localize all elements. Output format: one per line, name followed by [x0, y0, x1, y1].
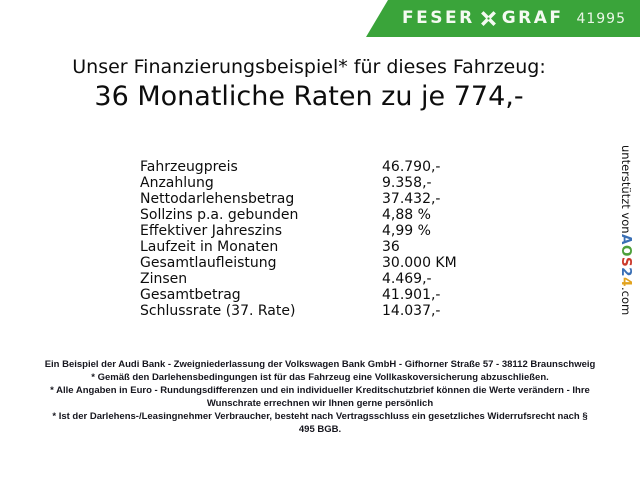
- row-value: 9.358,-: [382, 175, 432, 191]
- aos24-letter: S: [618, 256, 634, 267]
- row-label: Fahrzeugpreis: [140, 159, 238, 175]
- aos24-logo: AOS24: [618, 234, 634, 287]
- row-value: 14.037,-: [382, 303, 441, 319]
- aos24-letter: O: [618, 244, 634, 257]
- footer-line-insurance: * Gemäß den Darlehensbedingungen ist für…: [91, 372, 549, 383]
- aos24-letter: 4: [618, 276, 634, 287]
- table-row: Laufzeit in Monaten 36: [140, 239, 520, 255]
- row-value: 41.901,-: [382, 287, 441, 303]
- aos24-letter: 2: [618, 266, 634, 277]
- row-value: 4,88 %: [382, 207, 431, 223]
- table-row: Zinsen 4.469,-: [140, 271, 520, 287]
- support-credit-suffix: .com: [619, 286, 633, 315]
- row-value: 4,99 %: [382, 223, 431, 239]
- row-label: Nettodarlehensbetrag: [140, 191, 295, 207]
- table-row: Fahrzeugpreis 46.790,-: [140, 159, 520, 175]
- row-label: Zinsen: [140, 271, 188, 287]
- row-label: Gesamtlaufleistung: [140, 255, 277, 271]
- row-value: 30.000 KM: [382, 255, 457, 271]
- row-label: Gesamtbetrag: [140, 287, 241, 303]
- row-value: 37.432,-: [382, 191, 441, 207]
- brand-x-icon: [480, 11, 496, 26]
- table-row: Sollzins p.a. gebunden 4,88 %: [140, 207, 520, 223]
- brand-word-feser: FESER: [402, 8, 475, 28]
- footer-fine-print: Ein Beispiel der Audi Bank - Zweignieder…: [0, 358, 640, 436]
- table-row: Nettodarlehensbetrag 37.432,-: [140, 191, 520, 207]
- brand-word-graf: GRAF: [501, 8, 564, 28]
- row-label: Laufzeit in Monaten: [140, 239, 279, 255]
- footer-line-euro-note: * Alle Angaben in Euro - Rundungsdiffere…: [50, 385, 590, 409]
- vehicle-number: 41995: [576, 10, 626, 27]
- support-credit-prefix: unterstützt von: [619, 145, 633, 234]
- brand-banner: FESER GRAF 41995: [366, 0, 640, 37]
- table-row: Effektiver Jahreszins 4,99 %: [140, 223, 520, 239]
- aos24-letter: A: [618, 233, 634, 245]
- table-row: Schlussrate (37. Rate) 14.037,-: [140, 303, 520, 319]
- table-row: Gesamtbetrag 41.901,-: [140, 287, 520, 303]
- headline-rate: 36 Monatliche Raten zu je 774,-: [94, 81, 524, 112]
- footer-line-bank: Ein Beispiel der Audi Bank - Zweignieder…: [44, 359, 596, 370]
- feser-graf-logo: FESER GRAF: [402, 10, 564, 27]
- row-label: Anzahlung: [140, 175, 214, 191]
- row-value: 36: [382, 239, 400, 255]
- footer-line-widerruf: * Ist der Darlehens-/Leasingnehmer Verbr…: [52, 411, 588, 435]
- row-value: 4.469,-: [382, 271, 432, 287]
- row-label: Sollzins p.a. gebunden: [140, 207, 299, 223]
- row-label: Effektiver Jahreszins: [140, 223, 283, 239]
- financing-table: Fahrzeugpreis 46.790,- Anzahlung 9.358,-…: [140, 159, 520, 319]
- table-row: Gesamtlaufleistung 30.000 KM: [140, 255, 520, 271]
- row-value: 46.790,-: [382, 159, 441, 175]
- headline-subtitle: Unser Finanzierungsbeispiel* für dieses …: [72, 56, 546, 78]
- table-row: Anzahlung 9.358,-: [140, 175, 520, 191]
- row-label: Schlussrate (37. Rate): [140, 303, 296, 319]
- headline-block: Unser Finanzierungsbeispiel* für dieses …: [0, 56, 618, 112]
- support-credit: unterstützt von AOS24 .com: [618, 145, 634, 345]
